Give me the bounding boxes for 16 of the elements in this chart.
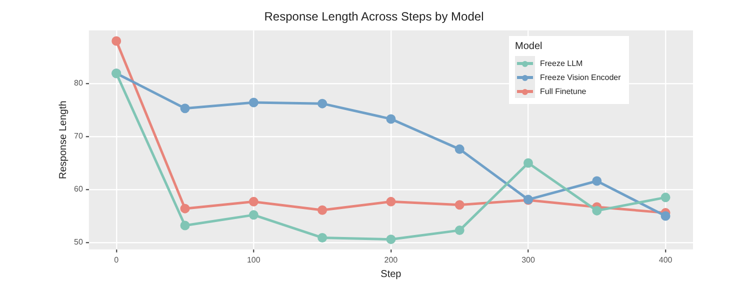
legend-label: Freeze Vision Encoder <box>540 72 621 82</box>
x-tick-label: 0 <box>114 255 120 264</box>
legend-label: Freeze LLM <box>540 58 583 68</box>
x-axis-title: Step <box>380 268 402 280</box>
x-tick-label: 300 <box>522 255 536 264</box>
y-axis-title: Response Length <box>58 100 69 180</box>
chart-title: Response Length Across Steps by Model <box>264 10 484 24</box>
y-tick-label: 70 <box>74 132 84 141</box>
x-tick-label: 100 <box>246 255 261 264</box>
y-tick-label: 80 <box>74 78 84 88</box>
legend-title: Model <box>515 41 544 52</box>
y-tick-label: 50 <box>74 238 84 247</box>
x-tick-label: 200 <box>384 255 398 264</box>
x-tick-label: 400 <box>658 255 673 264</box>
legend-label: Full Finetune <box>540 86 586 96</box>
y-tick-label: 60 <box>74 184 84 194</box>
